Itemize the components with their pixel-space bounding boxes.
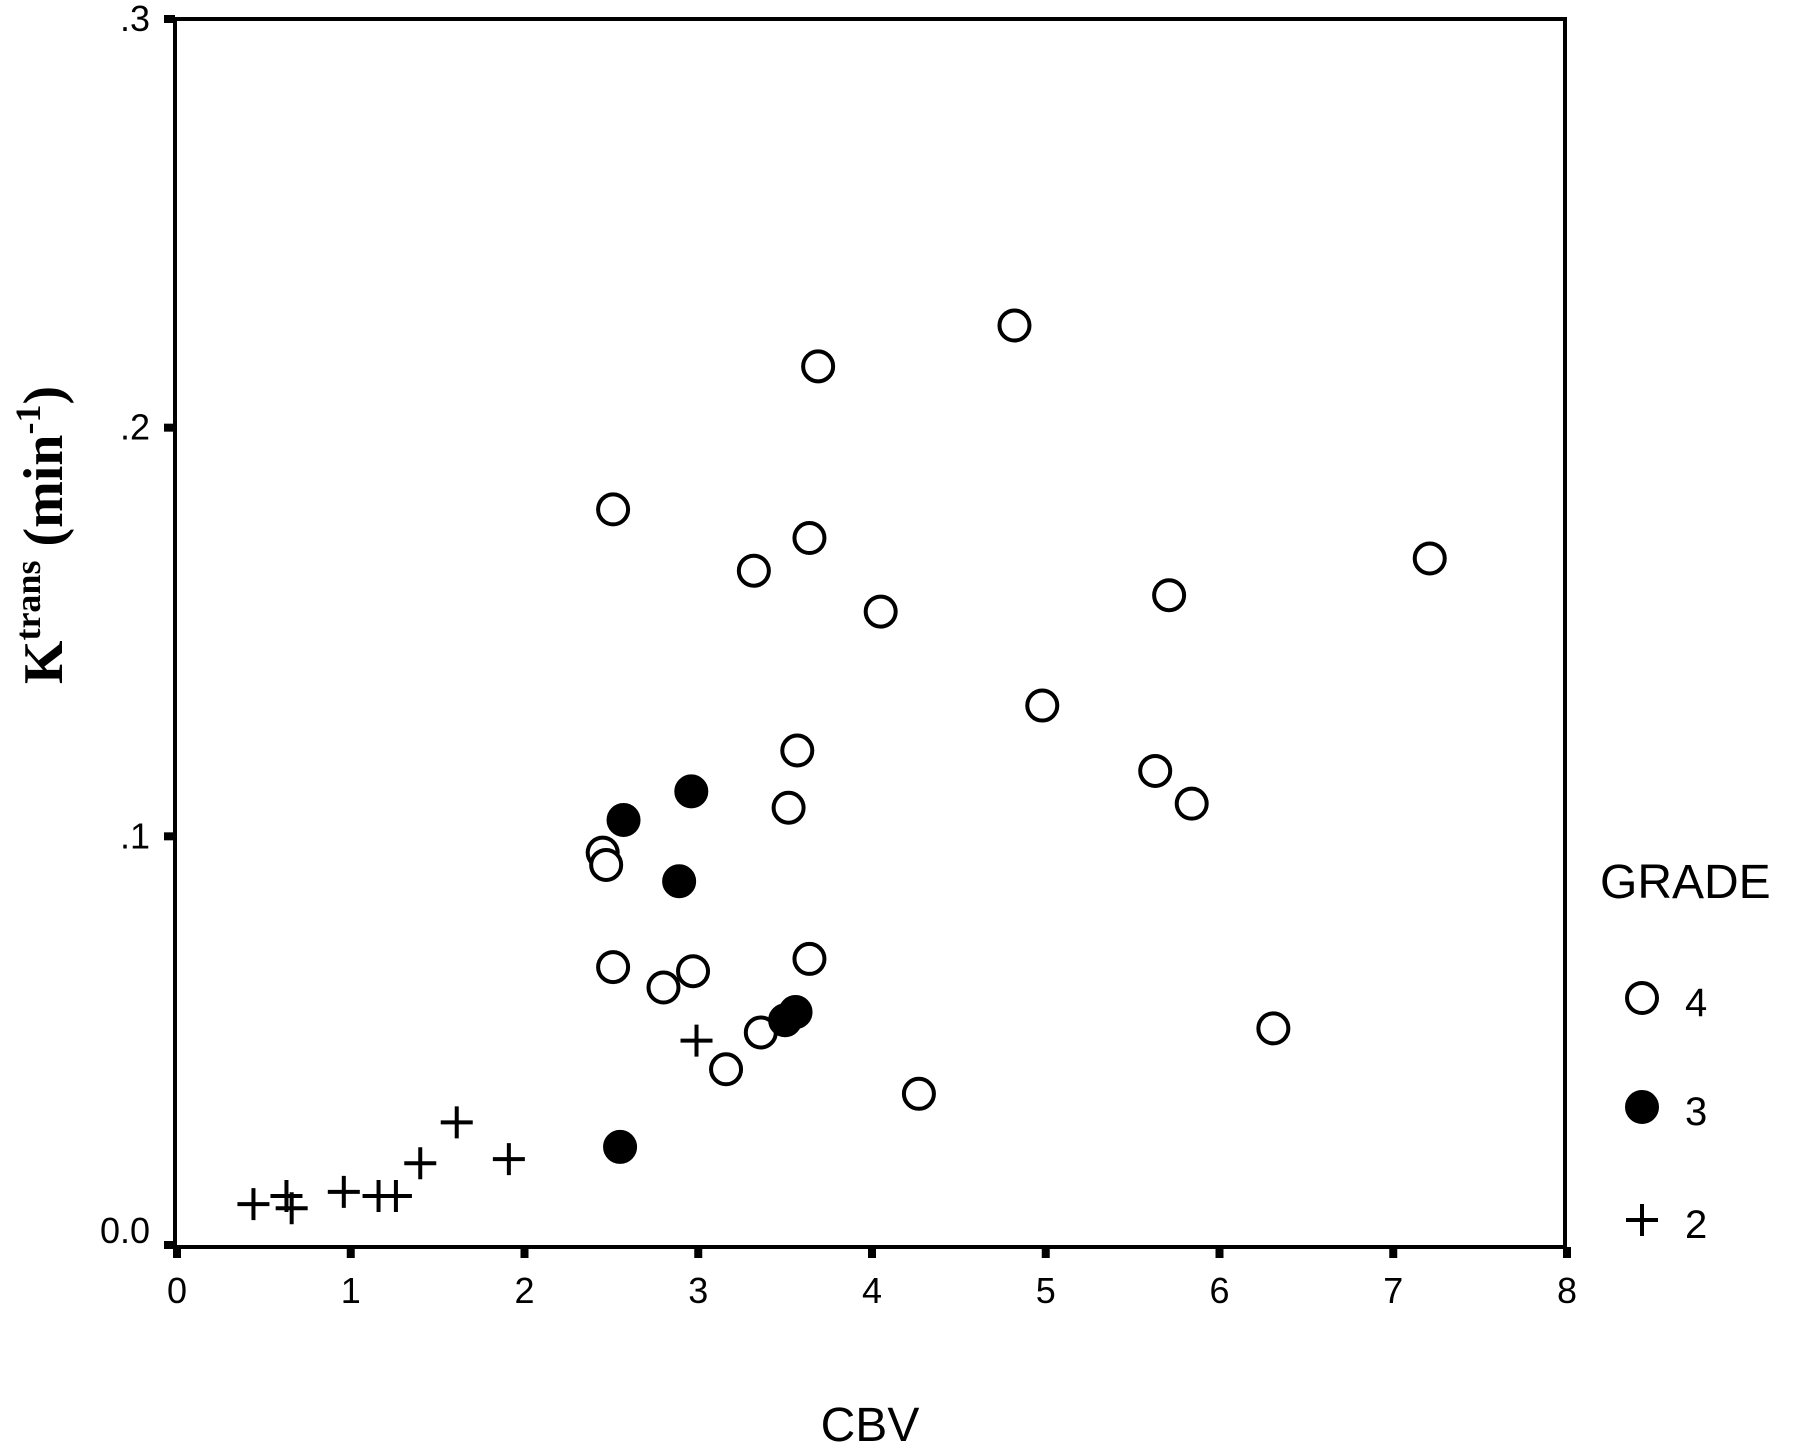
y-axis-title-unit: (min	[13, 435, 75, 561]
point-grade-2	[379, 1179, 412, 1212]
x-tick-label: 5	[1036, 1270, 1056, 1311]
legend-marker-grade-4	[1625, 981, 1659, 1015]
point-grade-4	[1174, 786, 1209, 821]
legend-title: GRADE	[1600, 856, 1771, 909]
point-grade-4	[709, 1052, 744, 1087]
point-grade-4	[997, 308, 1032, 343]
x-axis-title: CBV	[821, 1399, 920, 1451]
legend-label-grade-4: 4	[1685, 981, 1707, 1025]
legend: GRADE 4 3 2	[1600, 856, 1771, 1247]
point-grade-4	[676, 954, 711, 989]
y-tick-label: 0.0	[100, 1210, 150, 1251]
point-grade-4	[801, 349, 836, 384]
point-grade-2	[327, 1175, 360, 1208]
y-axis-title-base: K	[13, 640, 75, 684]
legend-marker-grade-3	[1625, 1090, 1659, 1124]
x-tick-label: 6	[1209, 1270, 1229, 1311]
x-tick-label: 2	[514, 1270, 534, 1311]
point-grade-4	[1025, 688, 1060, 723]
point-grade-4	[863, 594, 898, 629]
legend-label-grade-2: 2	[1685, 1203, 1707, 1247]
point-grade-4	[646, 970, 681, 1005]
point-grade-3	[603, 1129, 638, 1164]
point-grade-4	[1152, 578, 1187, 613]
point-grade-4	[792, 521, 827, 556]
point-grade-2	[440, 1106, 473, 1139]
point-grade-2	[492, 1143, 525, 1176]
point-grade-2	[237, 1188, 270, 1221]
point-grade-3	[662, 864, 697, 899]
point-grade-4	[1412, 541, 1447, 576]
data-points	[237, 308, 1447, 1225]
point-grade-4	[771, 790, 806, 825]
point-grade-4	[1256, 1011, 1291, 1046]
point-grade-4	[901, 1076, 936, 1111]
plot-frame	[173, 17, 1567, 1249]
legend-marker-grade-2	[1626, 1204, 1658, 1236]
x-tick-label: 4	[862, 1270, 882, 1311]
point-grade-3	[674, 774, 709, 809]
y-axis-title-unit-close: )	[13, 386, 75, 405]
y-tick-label: .1	[120, 815, 150, 856]
y-tick-label: .2	[120, 407, 150, 448]
x-tick-label: 8	[1557, 1270, 1577, 1311]
y-axis-title-superscript: trans	[8, 561, 48, 641]
point-grade-4	[589, 847, 624, 882]
x-tick-label: 3	[688, 1270, 708, 1311]
point-grade-4	[780, 733, 815, 768]
point-grade-2	[404, 1147, 437, 1180]
y-tick-label: .3	[120, 0, 150, 39]
point-grade-2	[680, 1024, 713, 1057]
x-tick-label: 1	[341, 1270, 361, 1311]
point-grade-4	[596, 492, 631, 527]
y-axis-title-unit-superscript: -1	[8, 405, 48, 435]
x-tick-label: 7	[1383, 1270, 1403, 1311]
point-grade-2	[275, 1192, 308, 1225]
point-grade-4	[792, 941, 827, 976]
point-grade-4	[596, 950, 631, 985]
x-tick-label: 0	[167, 1270, 187, 1311]
legend-label-grade-3: 3	[1685, 1090, 1707, 1134]
x-axis: 0 1 2 3 4 5 6 7 8	[167, 1247, 1577, 1311]
point-grade-4	[1138, 753, 1173, 788]
y-axis-title: Ktrans (min-1)	[8, 386, 75, 684]
point-grade-3	[606, 802, 641, 837]
point-grade-3	[768, 1003, 803, 1038]
y-axis: 0.0 .1 .2 .3	[100, 0, 175, 1251]
point-grade-4	[736, 553, 771, 588]
